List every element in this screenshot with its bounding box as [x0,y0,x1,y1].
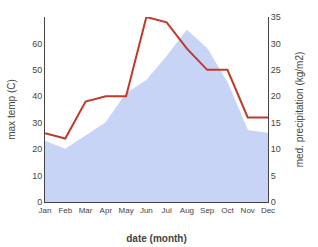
svg-text:10: 10 [271,144,281,154]
svg-text:50: 50 [32,65,42,75]
svg-text:15: 15 [271,118,281,128]
svg-text:Apr: Apr [100,206,113,215]
svg-text:Dec: Dec [261,206,275,215]
svg-text:0: 0 [37,197,42,207]
svg-text:0: 0 [271,197,276,207]
svg-text:May: May [119,206,134,215]
svg-text:Mar: Mar [79,206,93,215]
svg-text:60: 60 [32,39,42,49]
svg-text:Aug: Aug [180,206,194,215]
svg-text:20: 20 [271,91,281,101]
svg-text:Jul: Jul [162,206,172,215]
svg-text:30: 30 [32,118,42,128]
svg-text:Sep: Sep [200,206,215,215]
svg-text:Jan: Jan [39,206,52,215]
svg-text:max temp (C): max temp (C) [6,79,17,140]
svg-text:Feb: Feb [58,206,72,215]
svg-text:20: 20 [32,144,42,154]
svg-text:Nov: Nov [241,206,255,215]
svg-text:30: 30 [271,39,281,49]
svg-text:Jun: Jun [140,206,153,215]
svg-text:Oct: Oct [221,206,234,215]
svg-text:5: 5 [271,171,276,181]
svg-text:25: 25 [271,65,281,75]
svg-text:date (month): date (month) [126,233,187,244]
svg-text:40: 40 [32,91,42,101]
svg-text:med. precipitation (kg/m2): med. precipitation (kg/m2) [294,52,305,168]
svg-text:35: 35 [271,12,281,22]
svg-text:10: 10 [32,171,42,181]
